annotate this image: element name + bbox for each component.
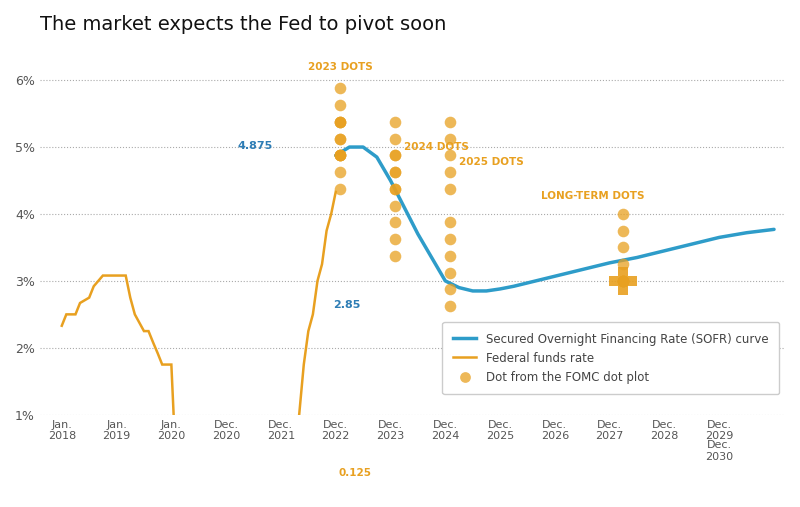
Point xyxy=(443,152,456,160)
Point xyxy=(443,252,456,260)
Point xyxy=(334,135,346,143)
Point xyxy=(617,260,630,268)
Point xyxy=(334,152,346,160)
Legend: Secured Overnight Financing Rate (SOFR) curve, Federal funds rate, Dot from the : Secured Overnight Financing Rate (SOFR) … xyxy=(442,322,779,394)
Point xyxy=(334,118,346,126)
Point xyxy=(334,168,346,176)
Point xyxy=(617,277,630,285)
Point xyxy=(334,152,346,160)
Point xyxy=(443,168,456,176)
Point xyxy=(617,277,630,285)
Point xyxy=(389,135,402,143)
Point xyxy=(334,152,346,160)
Point xyxy=(617,277,630,285)
Text: The market expects the Fed to pivot soon: The market expects the Fed to pivot soon xyxy=(40,15,446,34)
Point xyxy=(334,85,346,93)
Point xyxy=(389,152,402,160)
Point xyxy=(389,202,402,210)
Text: 4.875: 4.875 xyxy=(238,141,273,151)
Text: 2.85: 2.85 xyxy=(333,300,360,310)
Text: 2024 DOTS: 2024 DOTS xyxy=(404,142,469,153)
Point xyxy=(443,302,456,310)
Point xyxy=(389,185,402,193)
Point xyxy=(617,243,630,251)
Point xyxy=(443,285,456,294)
Point xyxy=(443,118,456,126)
Point xyxy=(443,219,456,227)
Point xyxy=(334,152,346,160)
Point xyxy=(334,118,346,126)
Point xyxy=(443,135,456,143)
Point xyxy=(334,185,346,193)
Point xyxy=(389,168,402,176)
Point xyxy=(617,277,630,285)
Text: 2023 DOTS: 2023 DOTS xyxy=(308,62,373,72)
Point xyxy=(443,185,456,193)
Point xyxy=(443,269,456,277)
Point xyxy=(389,185,402,193)
Point xyxy=(334,101,346,110)
Point xyxy=(389,118,402,126)
Point xyxy=(617,277,630,285)
Point xyxy=(617,210,630,218)
Point xyxy=(443,235,456,243)
Text: Dec.
2030: Dec. 2030 xyxy=(705,440,734,462)
Point xyxy=(334,118,346,126)
Point xyxy=(389,168,402,176)
Point xyxy=(617,227,630,235)
Point xyxy=(389,235,402,243)
Text: 0.125: 0.125 xyxy=(338,468,371,478)
Text: LONG-TERM DOTS: LONG-TERM DOTS xyxy=(542,191,645,201)
Point xyxy=(389,219,402,227)
Point xyxy=(389,252,402,260)
Point xyxy=(389,152,402,160)
Text: 2025 DOTS: 2025 DOTS xyxy=(459,157,524,167)
Point xyxy=(334,135,346,143)
Point xyxy=(617,277,630,285)
